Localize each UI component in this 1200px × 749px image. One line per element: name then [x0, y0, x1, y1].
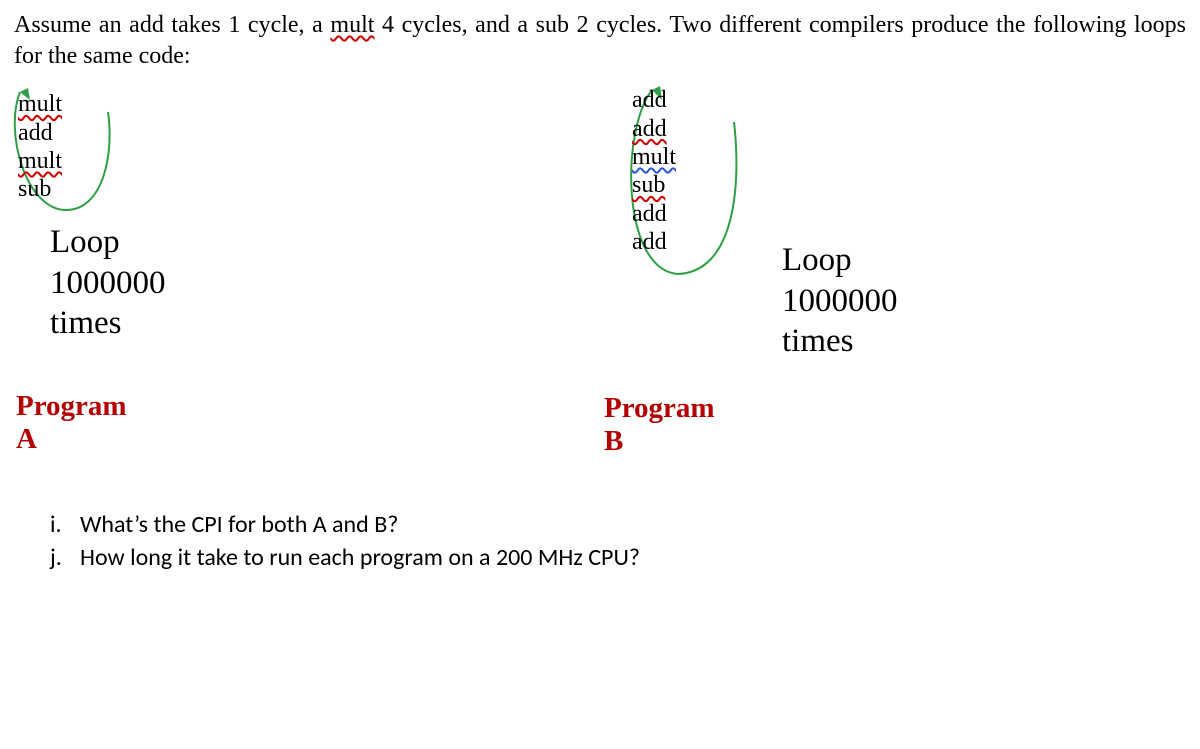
caption-line: times	[50, 303, 166, 343]
program-b-ops: add add mult sub add add	[632, 86, 676, 256]
question-j: j. How long it take to run each program …	[50, 543, 1186, 572]
op: add	[632, 229, 667, 255]
caption-line: 1000000	[50, 263, 166, 303]
op: add	[632, 201, 667, 227]
intro-mult-word: mult	[330, 12, 374, 38]
op: mult	[18, 91, 62, 117]
program-a-label: Program A	[16, 390, 127, 456]
question-i: i. What’s the CPI for both A and B?	[50, 510, 1186, 539]
program-a-caption: Loop 1000000 times	[50, 222, 166, 343]
caption-line: 1000000	[782, 281, 898, 321]
questions: i. What’s the CPI for both A and B? j. H…	[50, 510, 1186, 572]
op: sub	[18, 176, 51, 202]
program-a-ops: mult add mult sub	[18, 90, 62, 203]
programs-row: mult add mult sub Loop 1000000 times Pro…	[14, 90, 1186, 430]
question-label: i.	[50, 510, 80, 539]
caption-line: Loop	[50, 222, 166, 262]
program-b-label: Program B	[604, 392, 715, 458]
caption-line: times	[782, 321, 898, 361]
op: mult	[632, 144, 676, 170]
op: add	[18, 120, 53, 146]
intro-paragraph: Assume an add takes 1 cycle, a mult 4 cy…	[14, 10, 1186, 72]
caption-line: Loop	[782, 240, 898, 280]
op: sub	[632, 172, 665, 198]
question-text: What’s the CPI for both A and B?	[80, 510, 398, 539]
op: add	[632, 116, 667, 142]
question-label: j.	[50, 543, 80, 572]
op: mult	[18, 148, 62, 174]
question-text: How long it take to run each program on …	[80, 543, 640, 572]
intro-before: Assume an add takes 1 cycle, a	[14, 12, 330, 38]
program-b-caption: Loop 1000000 times	[782, 240, 898, 361]
op: add	[632, 87, 667, 113]
